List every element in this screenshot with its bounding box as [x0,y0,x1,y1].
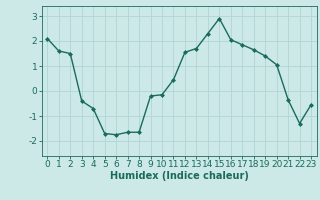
X-axis label: Humidex (Indice chaleur): Humidex (Indice chaleur) [110,171,249,181]
